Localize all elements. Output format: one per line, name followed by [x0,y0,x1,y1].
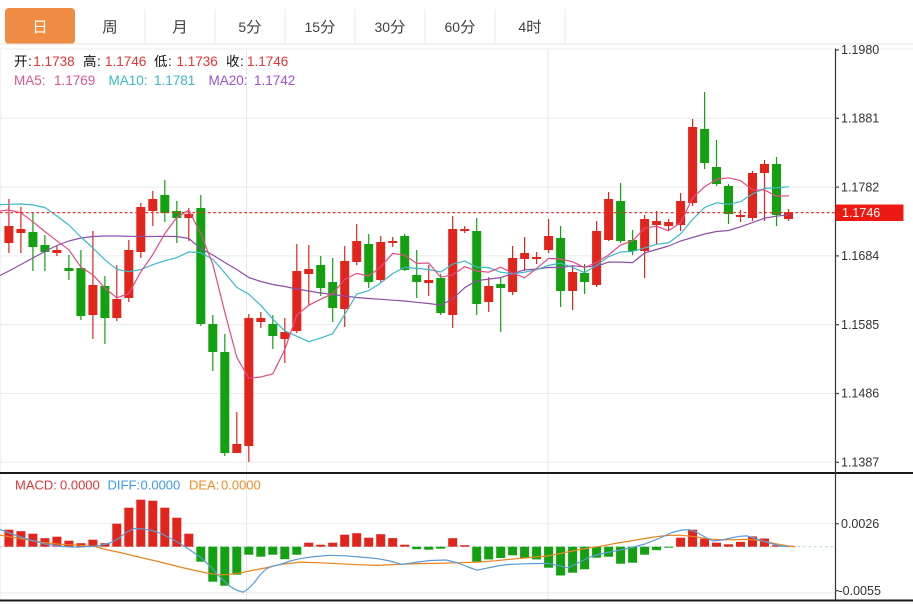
svg-text:1.1387: 1.1387 [841,456,879,470]
svg-text:1.1486: 1.1486 [841,387,879,401]
svg-text:5: 5 [238,19,246,35]
svg-text:1.1585: 1.1585 [841,318,879,332]
svg-text:1.1881: 1.1881 [841,112,879,126]
svg-text:1.1980: 1.1980 [841,43,879,57]
svg-text:1.1746: 1.1746 [842,206,880,220]
svg-text:60: 60 [445,19,461,35]
svg-text:0.0026: 0.0026 [841,517,879,531]
svg-text:30: 30 [375,19,391,35]
svg-text:1.1684: 1.1684 [841,249,879,263]
svg-text:-0.0055: -0.0055 [839,584,881,598]
svg-text:1.1782: 1.1782 [841,180,879,194]
svg-text::1.1738:1.1746:1.1736:1.1746: :1.1738:1.1746:1.1736:1.1746 [28,54,288,69]
svg-text:4: 4 [518,19,526,35]
svg-text:15: 15 [305,19,321,35]
